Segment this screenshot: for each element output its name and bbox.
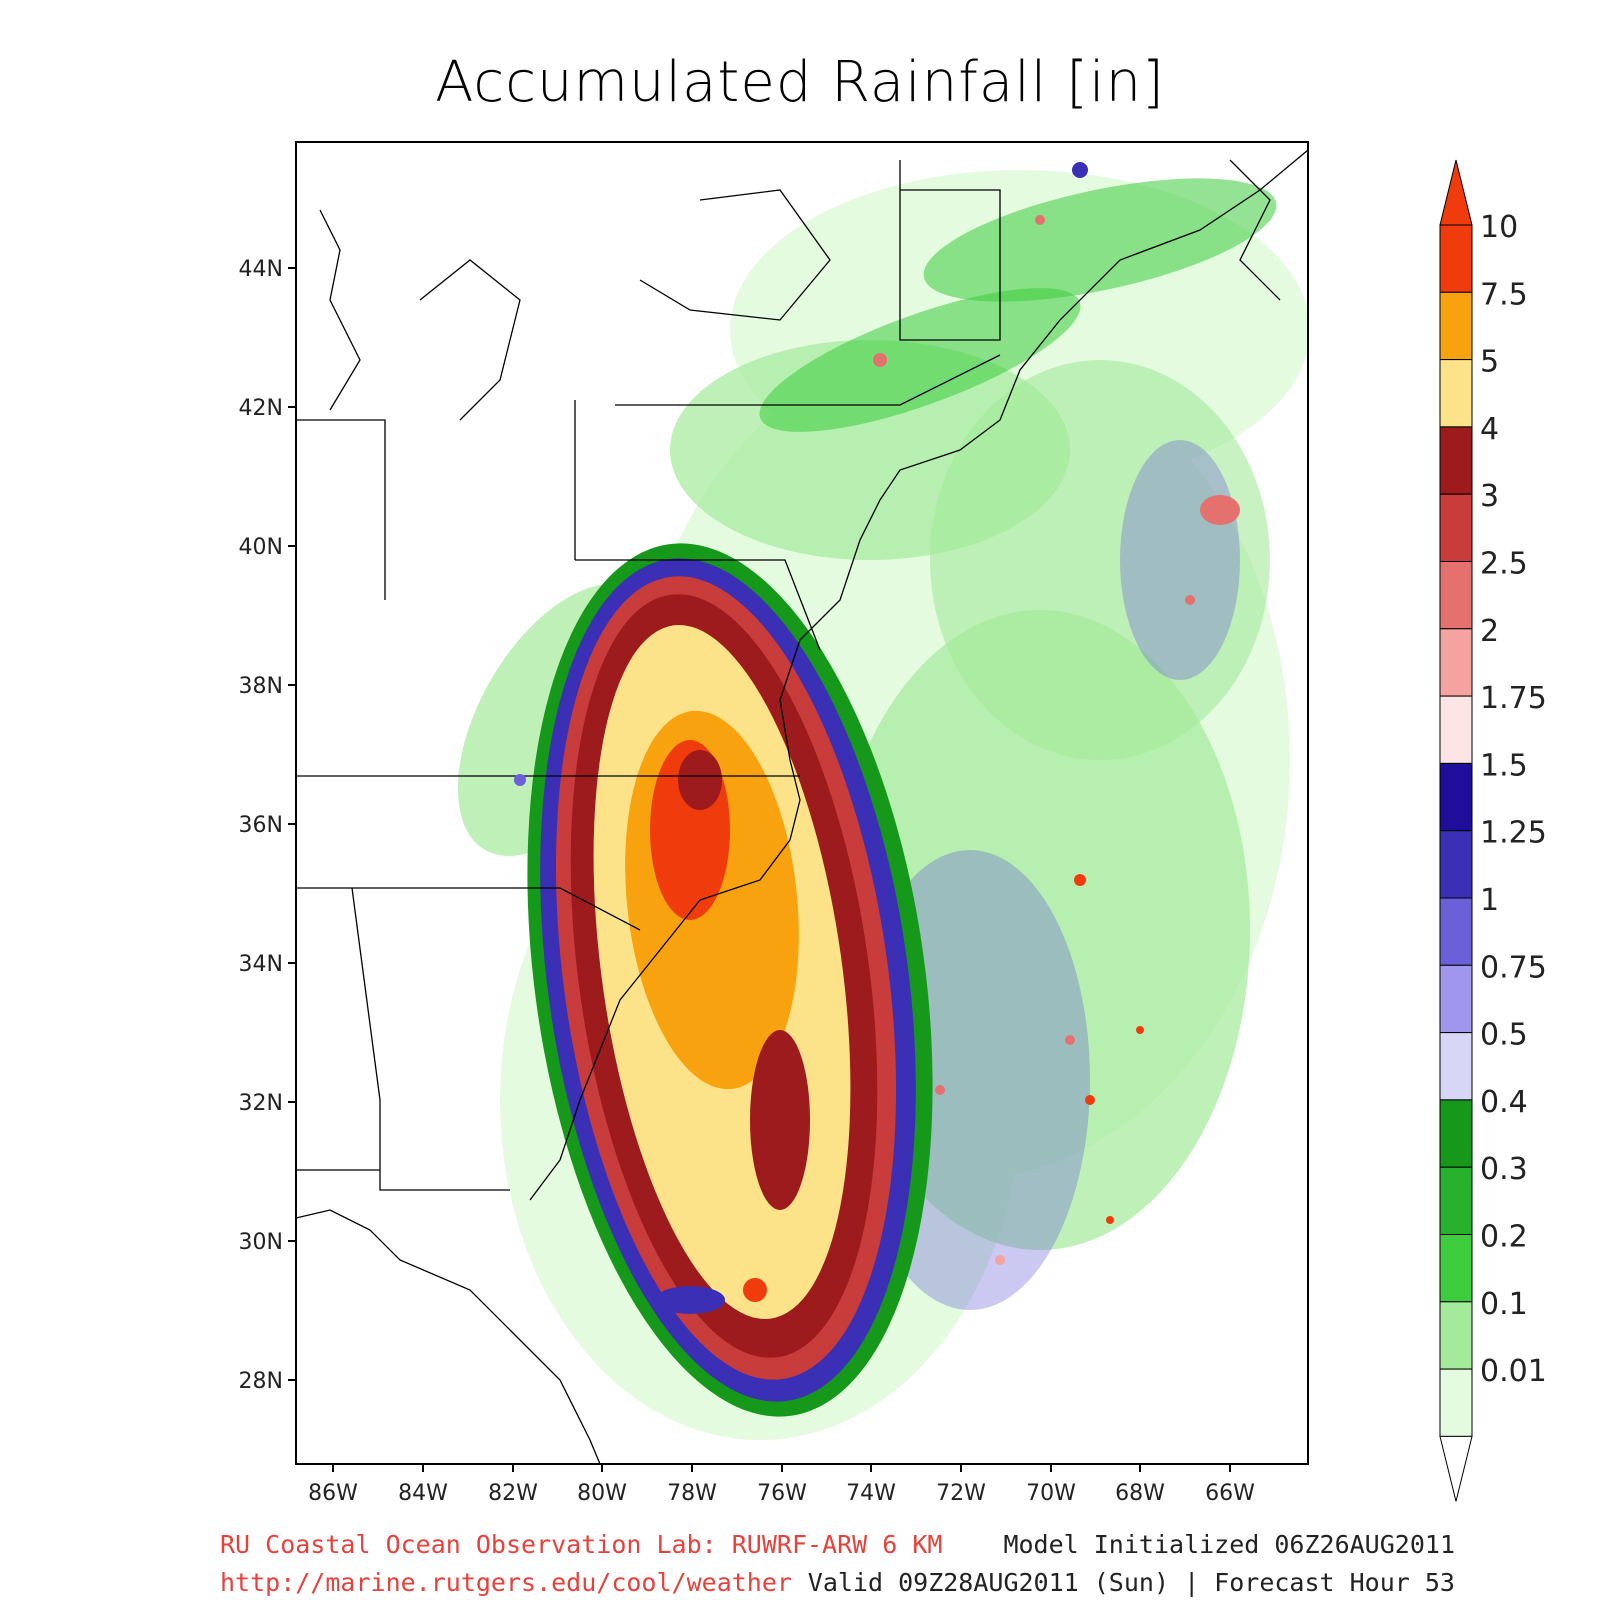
colorbar-swatch [1439, 224, 1473, 293]
lat-label: 32N [239, 1091, 283, 1116]
lon-label: 72W [936, 1481, 986, 1506]
lat-label: 38N [239, 674, 283, 699]
longitude-axis: 86W 84W 82W 80W 78W 76W 74W 72W 70W 68W … [308, 1464, 1255, 1506]
lab-credit: RU Coastal Ocean Observation Lab: RUWRF-… [220, 1530, 943, 1559]
lon-label: 86W [308, 1481, 358, 1506]
colorbar-level-label: 0.75 [1480, 950, 1547, 985]
coastlines [296, 149, 1308, 1464]
colorbar-swatch [1439, 1368, 1473, 1437]
colorbar-level-label: 0.1 [1480, 1287, 1528, 1322]
hurricane-rainband [527, 543, 933, 1417]
lat-label: 44N [239, 257, 283, 282]
colorbar-level-label: 1 [1480, 883, 1499, 918]
lon-label: 80W [577, 1481, 627, 1506]
colorbar-level-label: 7.5 [1480, 277, 1528, 312]
colorbar-level-label: 0.3 [1480, 1152, 1528, 1187]
colorbar: 10 7.5 5 4 3 2.5 2 1.75 1.5 1.25 1 0.75 0.5 0.4 0.3 0.2… [1439, 159, 1547, 1502]
colorbar-swatch [1439, 1166, 1473, 1235]
colorbar-swatch [1439, 830, 1473, 899]
lon-label: 78W [667, 1481, 717, 1506]
colorbar-swatch [1439, 695, 1473, 764]
map-frame [295, 141, 1309, 1465]
lon-label: 66W [1205, 1481, 1255, 1506]
colorbar-swatch [1439, 964, 1473, 1034]
colorbar-swatch [1439, 1234, 1473, 1303]
colorbar-level-label: 5 [1480, 345, 1499, 380]
colorbar-swatch [1439, 426, 1473, 495]
colorbar-level-label: 1.5 [1480, 748, 1528, 783]
colorbar-swatch [1439, 291, 1473, 361]
colorbar-swatch [1439, 628, 1473, 697]
colorbar-level-label: 0.5 [1480, 1018, 1528, 1053]
colorbar-top-arrow [1439, 159, 1473, 226]
colorbar-level-label: 4 [1480, 412, 1499, 447]
colorbar-level-label: 0.01 [1480, 1354, 1547, 1389]
lon-label: 70W [1026, 1481, 1076, 1506]
model-init: Model Initialized 06Z26AUG2011 [1003, 1530, 1455, 1559]
colorbar-swatch [1439, 1099, 1473, 1168]
colorbar-swatch [1439, 762, 1473, 832]
colorbar-level-label: 2.5 [1480, 547, 1528, 582]
valid-time: Valid 09Z28AUG2011 (Sun) | Forecast Hour… [807, 1568, 1455, 1597]
convective-cells [514, 162, 1195, 1265]
lat-label: 30N [239, 1230, 283, 1255]
colorbar-level-label: 2 [1480, 614, 1499, 649]
colorbar-swatch [1439, 561, 1473, 630]
lat-label: 42N [239, 396, 283, 421]
colorbar-level-label: 3 [1480, 479, 1499, 514]
colorbar-swatch [1439, 1301, 1473, 1370]
colorbar-swatch [1439, 897, 1473, 966]
colorbar-level-label: 1.75 [1480, 681, 1547, 716]
lat-label: 36N [239, 813, 283, 838]
colorbar-swatch [1439, 359, 1473, 428]
lon-label: 82W [488, 1481, 538, 1506]
lat-label: 28N [239, 1369, 283, 1394]
latitude-axis: 44N 42N 40N 38N 36N 34N 32N 30N 28N [239, 257, 296, 1394]
lon-label: 84W [398, 1481, 448, 1506]
lat-label: 34N [239, 952, 283, 977]
colorbar-level-label: 0.2 [1480, 1220, 1528, 1255]
colorbar-level-label: 0.4 [1480, 1085, 1528, 1120]
lat-label: 40N [239, 535, 283, 560]
colorbar-swatch [1439, 493, 1473, 563]
lon-label: 76W [757, 1481, 807, 1506]
colorbar-swatch [1439, 1032, 1473, 1101]
lon-label: 74W [846, 1481, 896, 1506]
lon-label: 68W [1115, 1481, 1165, 1506]
colorbar-level-label: 1.25 [1480, 816, 1547, 851]
map-area [296, 142, 1308, 1464]
chart-title: Accumulated Rainfall [in] [435, 50, 1165, 115]
colorbar-bottom-arrow [1439, 1435, 1473, 1502]
source-url: http://marine.rutgers.edu/cool/weather [220, 1568, 792, 1597]
colorbar-level-label: 10 [1480, 210, 1518, 245]
